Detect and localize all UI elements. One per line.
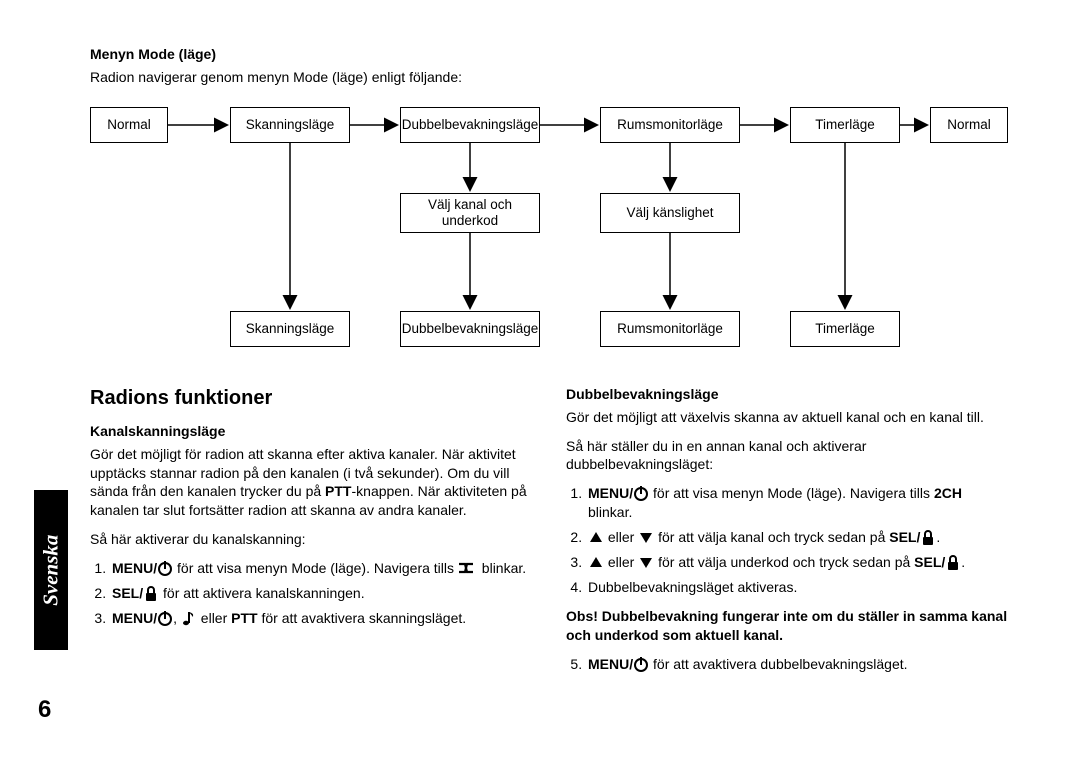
down-icon xyxy=(638,555,654,570)
right-li1: MENU/ för att visa menyn Mode (läge). Na… xyxy=(586,484,1010,522)
section-title: Menyn Mode (läge) xyxy=(90,45,1010,64)
fc-box-dual-2: Dubbelbevakningsläge xyxy=(400,311,540,347)
right-li2: eller för att välja kanal och tryck seda… xyxy=(586,528,1010,547)
lock-icon xyxy=(143,585,159,601)
right-column: Dubbelbevakningsläge Gör det möjligt att… xyxy=(566,385,1010,684)
right-list-2: MENU/ för att avaktivera dubbelbevakning… xyxy=(566,655,1010,674)
fc-box-timer-1: Timerläge xyxy=(790,107,900,143)
right-li4: Dubbelbevakningsläget aktiveras. xyxy=(586,578,1010,597)
left-li3: MENU/, eller PTT för att avaktivera skan… xyxy=(110,609,534,628)
right-p1: Gör det möjligt att växelvis skanna av a… xyxy=(566,408,1010,427)
fc-box-scan-2: Skanningsläge xyxy=(230,311,350,347)
fc-box-room-2: Rumsmonitorläge xyxy=(600,311,740,347)
left-column: Radions funktioner Kanalskanningsläge Gö… xyxy=(90,385,534,684)
scan-icon xyxy=(458,560,478,576)
fc-box-select-channel: Välj kanal och underkod xyxy=(400,193,540,233)
fc-box-normal-1: Normal xyxy=(90,107,168,143)
right-note: Obs! Dubbelbevakning fungerar inte om du… xyxy=(566,607,1010,645)
fc-box-room-1: Rumsmonitorläge xyxy=(600,107,740,143)
left-subtitle: Kanalskanningsläge xyxy=(90,422,534,441)
fc-box-dual-1: Dubbelbevakningsläge xyxy=(400,107,540,143)
right-subtitle: Dubbelbevakningsläge xyxy=(566,385,1010,404)
right-list: MENU/ för att visa menyn Mode (läge). Na… xyxy=(566,484,1010,596)
flowchart: Normal Skanningsläge Dubbelbevakningsläg… xyxy=(90,107,1010,367)
left-p1: Gör det möjligt för radion att skanna ef… xyxy=(90,445,534,521)
note-icon xyxy=(181,610,197,626)
left-li2: SEL/ för att aktivera kanalskanningen. xyxy=(110,584,534,603)
fc-box-select-sens: Välj känslighet xyxy=(600,193,740,233)
power-icon xyxy=(157,610,173,626)
right-p2: Så här ställer du in en annan kanal och … xyxy=(566,437,1010,475)
fc-box-normal-2: Normal xyxy=(930,107,1008,143)
lock-icon xyxy=(945,554,961,570)
lock-icon xyxy=(920,529,936,545)
power-icon xyxy=(633,656,649,672)
page-number: 6 xyxy=(38,694,51,726)
language-tab: Svenska xyxy=(34,490,68,650)
up-icon xyxy=(588,530,604,545)
fc-box-timer-2: Timerläge xyxy=(790,311,900,347)
intro-text: Radion navigerar genom menyn Mode (läge)… xyxy=(90,68,1010,87)
right-li5: MENU/ för att avaktivera dubbelbevakning… xyxy=(586,655,1010,674)
two-ch-icon xyxy=(934,485,966,501)
left-list: MENU/ för att visa menyn Mode (läge). Na… xyxy=(90,559,534,628)
down-icon xyxy=(638,530,654,545)
functions-heading: Radions funktioner xyxy=(90,385,534,412)
left-p2: Så här aktiverar du kanalskanning: xyxy=(90,530,534,549)
power-icon xyxy=(633,485,649,501)
right-li3: eller för att välja underkod och tryck s… xyxy=(586,553,1010,572)
fc-box-scan-1: Skanningsläge xyxy=(230,107,350,143)
up-icon xyxy=(588,555,604,570)
power-icon xyxy=(157,560,173,576)
left-li1: MENU/ för att visa menyn Mode (läge). Na… xyxy=(110,559,534,578)
